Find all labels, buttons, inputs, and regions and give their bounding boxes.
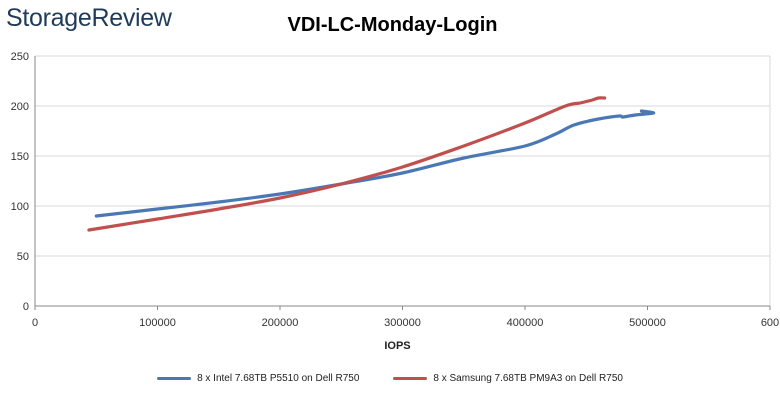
legend-label-intel: 8 x Intel 7.68TB P5510 on Dell R750 [197,373,360,384]
y-tick-label-250: 250 [11,51,29,63]
y-tick-label-0: 0 [23,301,29,313]
legend-item-samsung: 8 x Samsung 7.68TB PM9A3 on Dell R750 [393,373,623,384]
legend-swatch-intel [157,377,192,380]
y-tick-label-50: 50 [17,251,29,263]
series-line-1 [87,96,607,232]
x-axis-label: IOPS [384,340,410,352]
y-tick-label-200: 200 [11,101,29,113]
legend-swatch-samsung [393,377,428,380]
gridlines [35,55,771,306]
x-tick-label-200000: 200000 [262,317,299,329]
chart-title: VDI-LC-Monday-Login [287,14,498,36]
y-tick-label-150: 150 [11,151,29,163]
series-line-0 [94,109,656,218]
storagereview-logo: StorageReview [6,4,172,32]
legend: 8 x Intel 7.68TB P5510 on Dell R750 8 x … [0,373,780,384]
x-tick-label-400000: 400000 [507,317,544,329]
legend-label-samsung: 8 x Samsung 7.68TB PM9A3 on Dell R750 [433,373,623,384]
x-tick-label-600000: 600 [761,317,779,329]
x-tick-label-0: 0 [32,317,38,329]
tick-labels: 0 50 100 150 200 250 0 100000 200000 300000 400000… [11,51,780,352]
axes [34,56,771,310]
series-lines [87,96,656,232]
x-tick-label-300000: 300000 [384,317,421,329]
y-tick-label-100: 100 [11,201,29,213]
x-tick-label-500000: 500000 [629,317,666,329]
x-tick-label-100000: 100000 [139,317,176,329]
legend-item-intel: 8 x Intel 7.68TB P5510 on Dell R750 [157,373,359,384]
